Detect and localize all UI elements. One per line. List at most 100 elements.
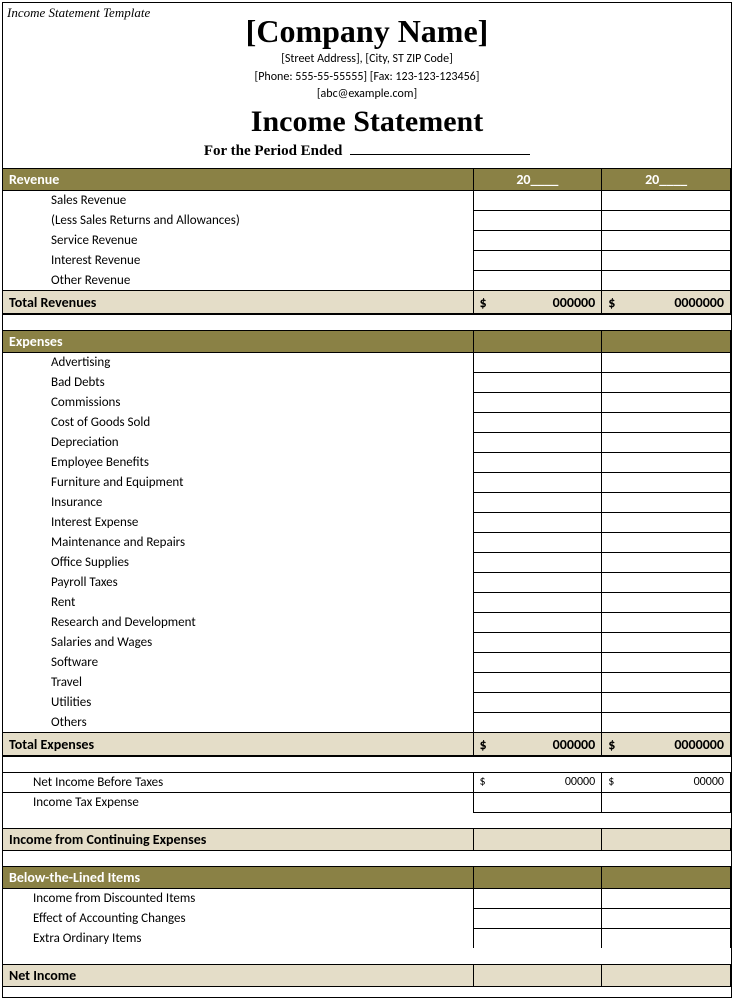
expense-item-row: Payroll Taxes — [3, 572, 731, 592]
revenue-item-y1[interactable] — [473, 270, 602, 290]
total-expenses-row: Total Expenses $000000 $0000000 — [3, 732, 731, 756]
expense-item-row: Commissions — [3, 392, 731, 412]
expense-item-y2[interactable] — [602, 552, 731, 572]
below-item-row: Income from Discounted Items — [3, 888, 731, 908]
net-income-y1 — [473, 964, 602, 986]
expense-item-y2[interactable] — [602, 352, 731, 372]
expense-item-y2[interactable] — [602, 692, 731, 712]
expense-item-y1[interactable] — [473, 552, 602, 572]
year2-header[interactable]: 20____ — [602, 168, 731, 190]
below-item-y2[interactable] — [602, 908, 731, 928]
revenue-item-y2[interactable] — [602, 230, 731, 250]
revenue-item-y2[interactable] — [602, 190, 731, 210]
below-item-y2[interactable] — [602, 928, 731, 948]
revenue-item-y1[interactable] — [473, 190, 602, 210]
revenue-item-y1[interactable] — [473, 230, 602, 250]
expense-item-y2[interactable] — [602, 632, 731, 652]
revenue-item-row: Service Revenue — [3, 230, 731, 250]
expense-item-y1[interactable] — [473, 592, 602, 612]
expense-item-label: Office Supplies — [3, 552, 473, 572]
expense-item-y2[interactable] — [602, 612, 731, 632]
period-blank[interactable] — [350, 154, 530, 155]
total-revenues-row: Total Revenues $000000 $0000000 — [3, 290, 731, 314]
gap-3 — [3, 812, 731, 828]
expense-item-y1[interactable] — [473, 572, 602, 592]
continuing-y2 — [602, 828, 731, 850]
revenue-heading: Revenue — [3, 168, 473, 190]
expense-item-y2[interactable] — [602, 712, 731, 732]
expense-item-y1[interactable] — [473, 532, 602, 552]
below-item-y1[interactable] — [473, 908, 602, 928]
expense-item-y1[interactable] — [473, 392, 602, 412]
expense-item-label: Insurance — [3, 492, 473, 512]
expense-item-row: Others — [3, 712, 731, 732]
expense-item-row: Bad Debts — [3, 372, 731, 392]
expense-item-y2[interactable] — [602, 672, 731, 692]
expense-item-y2[interactable] — [602, 392, 731, 412]
revenue-item-y2[interactable] — [602, 250, 731, 270]
revenue-item-y1[interactable] — [473, 210, 602, 230]
revenue-item-label: Service Revenue — [3, 230, 473, 250]
expense-item-y2[interactable] — [602, 652, 731, 672]
expense-item-row: Furniture and Equipment — [3, 472, 731, 492]
expense-item-y2[interactable] — [602, 492, 731, 512]
expenses-y1-header — [473, 330, 602, 352]
revenue-item-y2[interactable] — [602, 210, 731, 230]
continuing-y1 — [473, 828, 602, 850]
expense-item-y1[interactable] — [473, 352, 602, 372]
expense-item-y1[interactable] — [473, 712, 602, 732]
expense-item-y2[interactable] — [602, 412, 731, 432]
expense-item-label: Software — [3, 652, 473, 672]
expense-item-row: Interest Expense — [3, 512, 731, 532]
expense-item-y1[interactable] — [473, 672, 602, 692]
expense-item-y1[interactable] — [473, 472, 602, 492]
expense-item-y2[interactable] — [602, 572, 731, 592]
expense-item-row: Insurance — [3, 492, 731, 512]
below-item-y1[interactable] — [473, 928, 602, 948]
revenue-item-y2[interactable] — [602, 270, 731, 290]
expense-item-y1[interactable] — [473, 632, 602, 652]
expense-item-label: Payroll Taxes — [3, 572, 473, 592]
expense-item-y2[interactable] — [602, 512, 731, 532]
expense-item-y1[interactable] — [473, 452, 602, 472]
expense-item-y2[interactable] — [602, 472, 731, 492]
contact-address: [Street Address], [City, ST ZIP Code] — [3, 52, 731, 68]
expense-item-y1[interactable] — [473, 512, 602, 532]
expense-item-label: Rent — [3, 592, 473, 612]
gap-1 — [3, 314, 731, 330]
total-revenues-label: Total Revenues — [3, 290, 473, 314]
revenue-item-label: (Less Sales Returns and Allowances) — [3, 210, 473, 230]
expense-item-row: Software — [3, 652, 731, 672]
tax-expense-y2[interactable] — [602, 792, 731, 812]
expense-item-y1[interactable] — [473, 692, 602, 712]
net-before-y1: $00000 — [473, 772, 602, 792]
net-before-y2: $00000 — [602, 772, 731, 792]
expense-item-y2[interactable] — [602, 592, 731, 612]
expense-item-y1[interactable] — [473, 412, 602, 432]
expense-item-y1[interactable] — [473, 652, 602, 672]
contact-phone: [Phone: 555-55-55555] [Fax: 123-123-1234… — [3, 70, 731, 86]
below-item-y1[interactable] — [473, 888, 602, 908]
net-income-y2 — [602, 964, 731, 986]
expense-item-y1[interactable] — [473, 432, 602, 452]
below-item-label: Income from Discounted Items — [3, 888, 473, 908]
expense-item-y2[interactable] — [602, 532, 731, 552]
expense-item-y1[interactable] — [473, 372, 602, 392]
expense-item-y2[interactable] — [602, 372, 731, 392]
expense-item-y2[interactable] — [602, 432, 731, 452]
gap-2 — [3, 756, 731, 772]
expense-item-label: Maintenance and Repairs — [3, 532, 473, 552]
year1-header[interactable]: 20____ — [473, 168, 602, 190]
expense-item-label: Travel — [3, 672, 473, 692]
expense-item-label: Commissions — [3, 392, 473, 412]
document-title: Income Statement — [3, 105, 731, 139]
expense-item-row: Utilities — [3, 692, 731, 712]
expense-item-y1[interactable] — [473, 492, 602, 512]
total-expenses-label: Total Expenses — [3, 732, 473, 756]
below-item-y2[interactable] — [602, 888, 731, 908]
expense-item-y1[interactable] — [473, 612, 602, 632]
revenue-item-y1[interactable] — [473, 250, 602, 270]
below-item-row: Extra Ordinary Items — [3, 928, 731, 948]
tax-expense-y1[interactable] — [473, 792, 602, 812]
expense-item-y2[interactable] — [602, 452, 731, 472]
